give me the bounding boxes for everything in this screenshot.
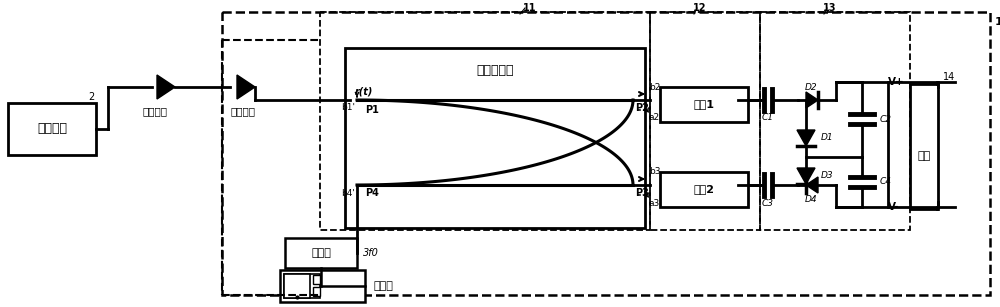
- Bar: [650, 12, 760, 230]
- Text: b1': b1': [341, 103, 355, 112]
- Text: V+: V+: [888, 77, 905, 87]
- Bar: [285, 238, 357, 268]
- Text: 滤波器: 滤波器: [311, 248, 331, 258]
- Bar: [284, 274, 310, 298]
- Text: V-: V-: [888, 202, 900, 212]
- Polygon shape: [797, 130, 815, 146]
- Text: 3f0: 3f0: [363, 248, 379, 258]
- Text: b2: b2: [649, 83, 661, 91]
- Text: 2: 2: [88, 92, 94, 102]
- Bar: [320, 12, 650, 230]
- Polygon shape: [806, 92, 818, 108]
- Bar: [660, 87, 748, 122]
- Bar: [313, 287, 320, 296]
- Text: D4: D4: [805, 195, 817, 204]
- Text: 定向耦合器: 定向耦合器: [476, 64, 514, 76]
- Polygon shape: [237, 75, 255, 99]
- Text: P3: P3: [635, 188, 649, 198]
- Text: b4': b4': [341, 188, 355, 197]
- Text: 发射终端: 发射终端: [143, 106, 168, 116]
- Text: 示波器: 示波器: [373, 281, 393, 291]
- Text: a3': a3': [648, 199, 662, 208]
- Text: C3: C3: [762, 199, 774, 208]
- Text: 1: 1: [995, 17, 1000, 27]
- Polygon shape: [797, 168, 815, 184]
- Text: 12: 12: [693, 3, 707, 13]
- Polygon shape: [157, 75, 175, 99]
- Bar: [660, 172, 748, 207]
- Text: C2: C2: [880, 115, 892, 123]
- Text: P2: P2: [635, 103, 649, 113]
- Text: 发射模块: 发射模块: [37, 122, 67, 135]
- Text: 接收前端: 接收前端: [230, 106, 256, 116]
- Text: C1: C1: [762, 114, 774, 122]
- Text: 13: 13: [823, 3, 837, 13]
- Text: a2': a2': [648, 114, 662, 122]
- Text: C4: C4: [880, 177, 892, 186]
- Bar: [284, 274, 320, 298]
- Polygon shape: [806, 177, 818, 193]
- Text: 11: 11: [523, 3, 537, 13]
- Text: D1: D1: [821, 134, 834, 142]
- Bar: [910, 84, 938, 209]
- Bar: [760, 12, 910, 230]
- Text: r(t): r(t): [355, 87, 373, 97]
- Text: 匹配2: 匹配2: [694, 185, 714, 195]
- Text: 负载: 负载: [917, 151, 931, 161]
- Bar: [345, 48, 645, 228]
- Bar: [222, 12, 990, 295]
- Bar: [280, 270, 365, 302]
- Text: D3: D3: [821, 172, 834, 181]
- Text: 14: 14: [943, 72, 955, 82]
- Text: D2: D2: [805, 83, 817, 91]
- Text: P1: P1: [365, 105, 379, 115]
- Bar: [8, 103, 96, 155]
- Bar: [313, 275, 320, 284]
- Text: b3: b3: [649, 168, 661, 177]
- Text: 匹配1: 匹配1: [694, 99, 714, 110]
- Text: P4: P4: [365, 188, 379, 198]
